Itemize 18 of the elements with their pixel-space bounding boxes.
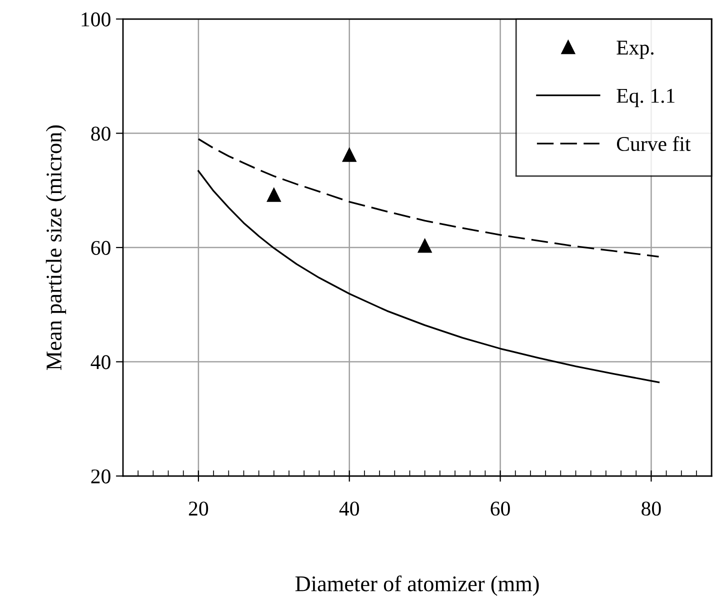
y-tick-label: 40 <box>90 355 110 370</box>
legend-label: Curve fit <box>616 136 691 152</box>
point <box>266 188 281 202</box>
x-tick-label: 20 <box>188 502 208 516</box>
y-tick-label: 60 <box>91 240 110 255</box>
x-tick-label: 80 <box>642 502 661 516</box>
legend-label: Eq. 1.1 <box>616 88 674 108</box>
x-tick-label: 40 <box>339 502 359 516</box>
line-series <box>198 170 660 384</box>
legend-label: Exp. <box>616 40 654 59</box>
point <box>342 148 356 162</box>
y-axis-title: Mean particle size (micron) <box>46 125 66 370</box>
y-tick-label: 80 <box>91 126 110 141</box>
x-tick-label: 60 <box>490 502 510 516</box>
point <box>418 238 432 253</box>
y-tick-label: 20 <box>91 469 110 484</box>
x-axis-title: Diameter of atomizer (mm) <box>295 575 539 596</box>
y-tick-label: 100 <box>82 12 110 26</box>
